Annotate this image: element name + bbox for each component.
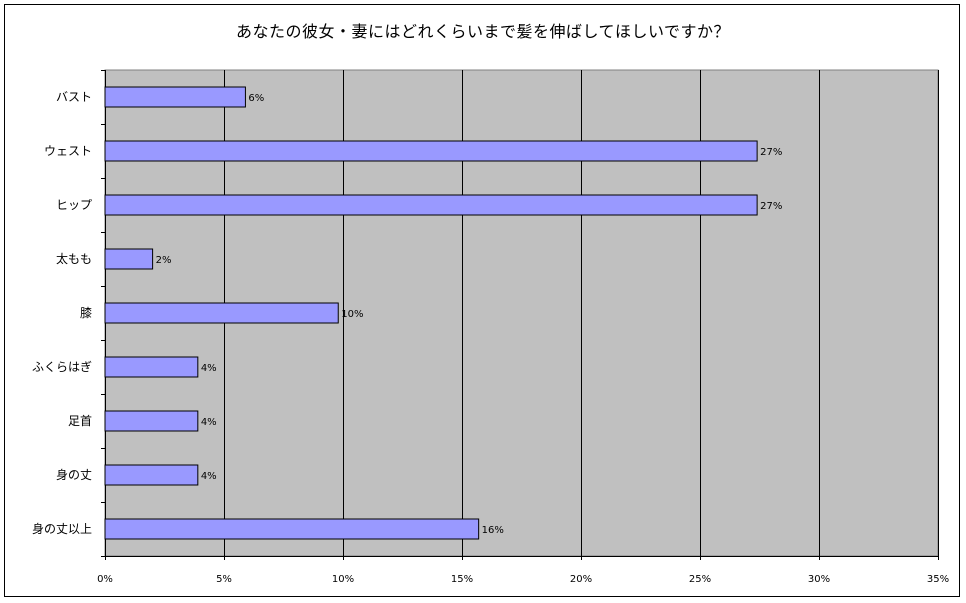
x-tick-label: 20% <box>570 574 592 585</box>
category-label: 身の丈 <box>56 467 92 482</box>
x-tick-label: 35% <box>927 574 949 585</box>
x-tick-label: 15% <box>451 574 473 585</box>
data-label: 4% <box>201 417 217 428</box>
x-tick-label: 10% <box>332 574 354 585</box>
bar <box>104 302 339 324</box>
data-label: 27% <box>760 201 782 212</box>
bar <box>104 86 246 108</box>
x-tick-label: 30% <box>808 574 830 585</box>
category-label: ヒップ <box>56 198 92 212</box>
bar <box>104 194 758 216</box>
category-label: 足首 <box>68 414 92 428</box>
bars <box>104 86 758 540</box>
bar <box>104 140 758 162</box>
chart-title: あなたの彼女・妻にはどれくらいまで髪を伸ばしてほしいですか？ <box>235 22 731 41</box>
category-label: バスト <box>56 90 92 104</box>
x-tick-label: 25% <box>689 574 711 585</box>
x-tick-label: 0% <box>97 574 113 585</box>
bar <box>104 410 199 432</box>
category-label: ウェスト <box>44 144 92 158</box>
category-label: 膝 <box>80 306 92 320</box>
category-label: 太もも <box>56 251 92 266</box>
data-label: 4% <box>201 471 217 482</box>
bar <box>104 356 199 378</box>
bar <box>104 248 154 270</box>
x-tick-label: 5% <box>216 574 232 585</box>
data-label: 4% <box>201 363 217 374</box>
category-label: 身の丈以上 <box>32 521 92 536</box>
category-label: ふくらはぎ <box>32 360 92 374</box>
data-label: 6% <box>248 93 264 104</box>
bar <box>104 464 199 486</box>
data-label: 10% <box>341 309 363 320</box>
data-label: 2% <box>156 255 172 266</box>
data-label: 16% <box>482 525 504 536</box>
bar <box>104 518 480 540</box>
data-label: 27% <box>760 147 782 158</box>
labels: 0% 5% 10% 15% 20% 25% 30% 35% バスト 6% ウェスト 27% ヒップ 27%… <box>32 90 949 585</box>
